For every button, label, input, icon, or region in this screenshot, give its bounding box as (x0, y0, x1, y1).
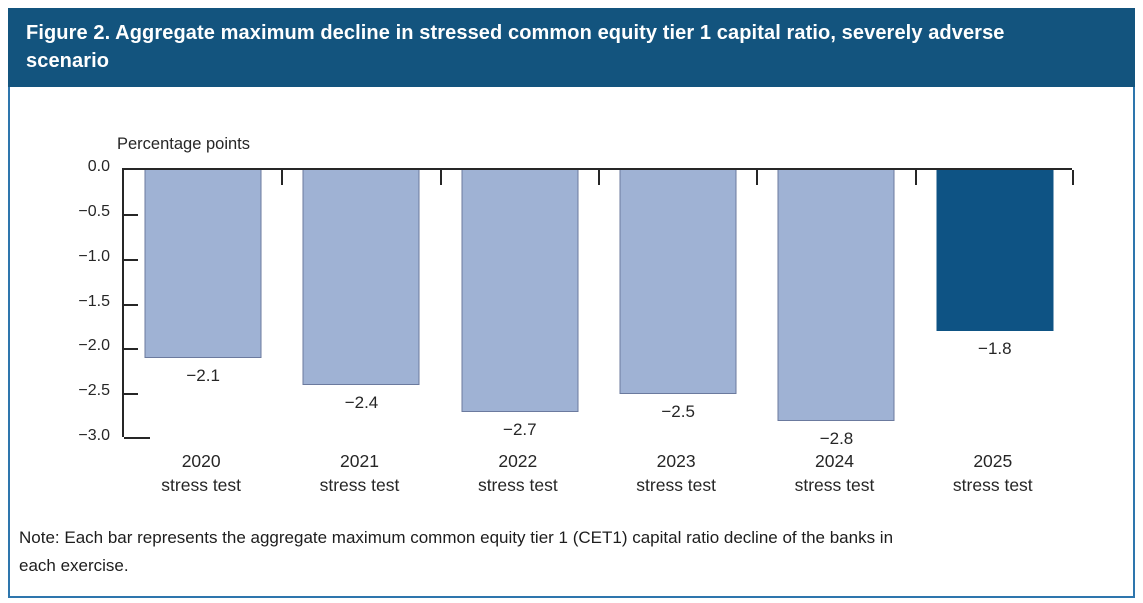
y-axis-tick (124, 258, 138, 261)
y-axis-bottom-corner (124, 437, 150, 439)
category-label-2025: 2025 stress test (914, 449, 1072, 497)
y-axis-tick (124, 348, 138, 351)
category-year: 2023 (656, 451, 696, 471)
y-axis-tick-label: −3.0 (78, 427, 110, 444)
category-label-2022: 2022 stress test (439, 449, 597, 497)
category-subtitle: stress test (952, 475, 1033, 495)
figure-title-banner: Figure 2. Aggregate maximum decline in s… (8, 8, 1135, 87)
bar-2024 (777, 170, 895, 422)
y-axis-tick-label: −2.5 (78, 382, 110, 400)
category-label-2024: 2024 stress test (755, 449, 913, 497)
bar-value-label: −2.1 (186, 366, 220, 386)
figure-note: Note: Each bar represents the aggregate … (19, 524, 1119, 580)
y-axis-tick (124, 393, 138, 396)
bar-slot: −2.5 (599, 170, 757, 437)
category-boundary-tick (598, 170, 600, 185)
category-subtitle: stress test (794, 475, 875, 495)
category-year: 2021 (340, 451, 379, 471)
y-axis-tick-label: 0.0 (87, 158, 110, 175)
category-subtitle: stress test (319, 475, 400, 495)
category-subtitle: stress test (161, 475, 242, 495)
category-label-2023: 2023 stress test (597, 449, 755, 497)
bar-slot: −2.1 (124, 170, 282, 437)
y-axis-tick-label: −1.0 (78, 247, 110, 265)
category-year: 2025 (973, 451, 1013, 471)
category-boundary-tick (439, 170, 442, 185)
y-axis-tick-labels: 0.0 −0.5 −1.0 −1.5 −2.0 −2.5 −3.0 (30, 158, 110, 444)
category-boundary-tick (1072, 170, 1074, 185)
bar-slot: −2.8 (757, 170, 915, 448)
bar-2022 (461, 170, 579, 413)
category-boundary-tick (281, 170, 284, 185)
bar-slot: −2.4 (282, 170, 440, 437)
y-axis-tick (124, 213, 138, 216)
note-text-line-1: Note: Each bar represents the aggregate … (19, 528, 894, 547)
category-label-2020: 2020 stress test (122, 449, 280, 497)
y-axis-tick (124, 303, 138, 306)
bar-value-label: −2.5 (661, 402, 695, 422)
bar-value-label: −2.4 (344, 393, 379, 413)
bar-2025 (936, 170, 1054, 332)
bar-2020 (144, 170, 262, 359)
category-subtitle: stress test (636, 475, 717, 495)
category-subtitle: stress test (477, 475, 558, 495)
figure-title-line-1: Figure 2. Aggregate maximum decline in s… (26, 22, 1005, 44)
y-axis-tick-label: −0.5 (78, 202, 110, 220)
category-boundary-tick (914, 170, 917, 185)
category-label-2021: 2021 stress test (280, 449, 438, 497)
category-year: 2022 (498, 451, 538, 471)
plot-area: −2.1 −2.4 −2.7 −2.5 −2.8 −1.8 (122, 168, 1074, 448)
bar-slot: −1.8 (916, 170, 1074, 437)
y-axis-tick-label: −2.0 (78, 337, 110, 355)
category-boundary-tick (756, 170, 759, 185)
bar-value-label: −2.8 (819, 429, 854, 449)
y-axis-tick-label: −1.5 (78, 292, 110, 310)
bar-value-label: −1.8 (978, 339, 1012, 359)
bar-value-label: −2.7 (503, 420, 537, 440)
category-year: 2024 (815, 451, 854, 471)
bar-2021 (302, 170, 420, 386)
figure-title-line-2: scenario (26, 50, 110, 72)
x-axis-category-labels: 2020 stress test 2021 stress test 2022 stress… (122, 449, 1072, 497)
category-year: 2020 (181, 451, 221, 471)
note-text-line-2: each exercise. (19, 556, 129, 575)
y-axis-unit-label: Percentage points (117, 135, 251, 153)
bar-slot: −2.7 (441, 170, 599, 440)
bar-2023 (619, 170, 737, 395)
